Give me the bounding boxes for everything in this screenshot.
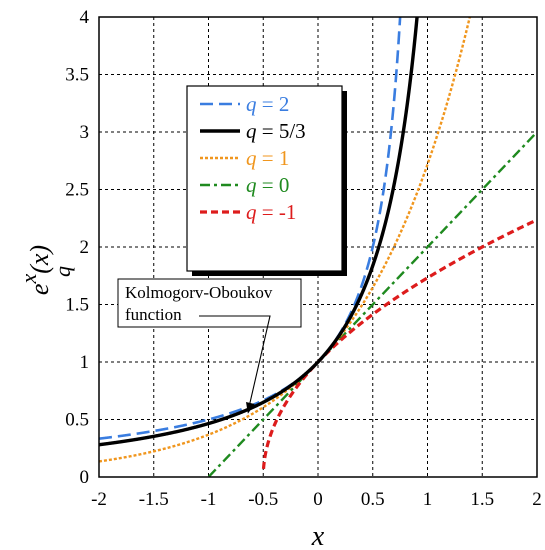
x-tick-label: -1 <box>201 489 217 510</box>
annotation-arrowhead <box>246 402 255 414</box>
series-line <box>207 131 537 477</box>
x-tick-label: 2 <box>532 489 542 510</box>
y-tick-labels: 0 0.5 1 1.5 2 2.5 3 3.5 4 <box>65 7 89 488</box>
legend-q-symbol: q <box>246 200 257 224</box>
annotation-leader-line <box>199 315 271 412</box>
x-tick-label: 1.5 <box>470 489 494 510</box>
x-tick-label: 0 <box>313 489 323 510</box>
legend-entry: q = 2 <box>246 92 289 116</box>
legend-q-value: = 2 <box>257 92 290 116</box>
legend-q-value: = 5/3 <box>257 119 306 143</box>
x-axis-label: x <box>311 521 325 550</box>
series-line <box>99 17 419 447</box>
legend-q-symbol: q <box>246 146 257 170</box>
plot-frame <box>98 16 538 478</box>
x-tick-label: 0.5 <box>361 489 385 510</box>
annotation: Kolmogorv-Oboukov function <box>117 278 302 414</box>
legend-entry: q = -1 <box>246 200 296 224</box>
x-tick-label: -2 <box>91 489 107 510</box>
legend-q-symbol: q <box>246 119 257 143</box>
y-axis-label: ex(x) q <box>16 245 75 295</box>
legend-q-symbol: q <box>246 92 257 116</box>
y-tick-label: 1 <box>80 352 90 373</box>
legend-entry: q = 1 <box>246 146 289 170</box>
y-tick-label: 2 <box>80 237 90 258</box>
legend-q-value: = 1 <box>257 146 290 170</box>
legend-entry: q = 0 <box>246 173 289 197</box>
annotation-line1: Kolmogorv-Oboukov <box>125 283 273 302</box>
legend-q-value: = -1 <box>257 200 297 224</box>
svg-text:ex(x): ex(x) <box>16 245 54 295</box>
series-line <box>261 218 537 470</box>
y-axis-label-main: e <box>25 284 54 296</box>
legend-q-symbol: q <box>246 173 257 197</box>
y-tick-label: 4 <box>80 7 90 28</box>
y-axis-label-tail: (x) <box>25 245 54 274</box>
x-tick-label: -0.5 <box>248 489 278 510</box>
series-line <box>99 17 472 463</box>
annotation-line2: function <box>125 305 182 324</box>
x-tick-labels: -2 -1.5 -1 -0.5 0 0.5 1 1.5 2 <box>91 489 542 510</box>
legend-box <box>186 85 343 272</box>
y-tick-label: 3.5 <box>65 65 89 86</box>
y-axis-label-sup: x <box>16 274 41 285</box>
y-tick-label: 3 <box>80 122 90 143</box>
legend-q-value: = 0 <box>257 173 290 197</box>
y-axis-label-sub: q <box>50 266 75 277</box>
x-tick-label: -1.5 <box>139 489 169 510</box>
annotation-box <box>117 278 302 328</box>
legend: q = 2q = 5/3q = 1q = 0q = -1 <box>186 85 347 276</box>
legend-entry: q = 5/3 <box>246 119 306 143</box>
y-tick-label: 0.5 <box>65 410 89 431</box>
y-tick-label: 0 <box>80 467 90 488</box>
y-tick-label: 1.5 <box>65 295 89 316</box>
y-tick-label: 2.5 <box>65 180 89 201</box>
x-tick-label: 1 <box>423 489 433 510</box>
